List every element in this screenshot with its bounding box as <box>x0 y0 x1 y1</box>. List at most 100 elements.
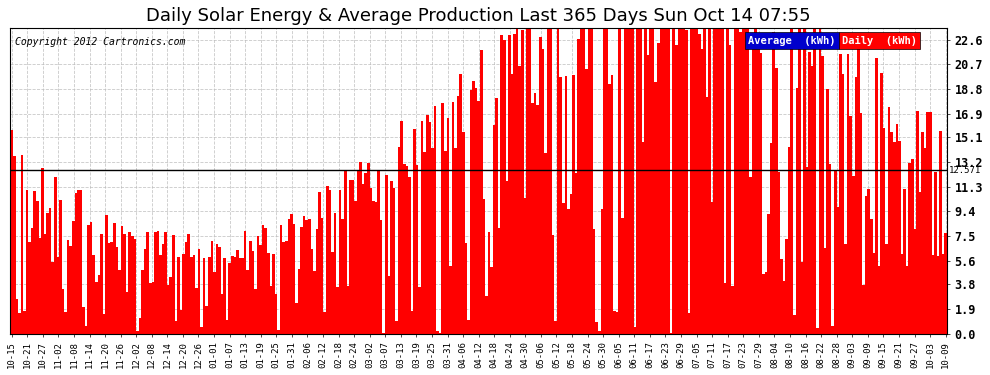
Bar <box>126 292 129 333</box>
Bar <box>503 40 506 333</box>
Bar <box>924 148 927 333</box>
Bar <box>185 242 187 333</box>
Bar <box>480 50 482 333</box>
Bar <box>772 32 775 333</box>
Bar <box>69 246 72 333</box>
Bar <box>208 258 211 333</box>
Bar <box>513 34 516 333</box>
Bar <box>364 173 367 333</box>
Bar <box>929 112 932 333</box>
Bar <box>362 184 364 333</box>
Bar <box>780 259 783 333</box>
Bar <box>321 217 324 333</box>
Bar <box>598 331 601 333</box>
Bar <box>313 271 316 333</box>
Bar <box>264 228 267 333</box>
Bar <box>657 44 659 333</box>
Bar <box>703 28 706 333</box>
Bar <box>187 234 190 333</box>
Bar <box>637 28 639 333</box>
Bar <box>72 220 74 333</box>
Bar <box>90 222 92 333</box>
Bar <box>614 310 616 333</box>
Text: Copyright 2012 Cartronics.com: Copyright 2012 Cartronics.com <box>15 37 185 47</box>
Bar <box>549 28 551 333</box>
Bar <box>746 28 749 333</box>
Bar <box>56 257 59 333</box>
Bar <box>854 78 857 333</box>
Bar <box>567 209 569 333</box>
Bar <box>762 274 764 333</box>
Bar <box>359 162 362 333</box>
Bar <box>601 209 603 333</box>
Bar <box>588 28 590 333</box>
Bar <box>519 66 521 333</box>
Bar <box>875 58 878 333</box>
Bar <box>113 223 116 333</box>
Bar <box>737 28 740 333</box>
Bar <box>642 142 644 333</box>
Bar <box>590 28 593 333</box>
Bar <box>757 41 759 333</box>
Bar <box>911 159 914 333</box>
Bar <box>156 231 159 333</box>
Bar <box>169 277 172 333</box>
Bar <box>144 249 147 333</box>
Bar <box>180 310 182 333</box>
Bar <box>941 254 944 333</box>
Bar <box>534 93 537 333</box>
Bar <box>932 255 935 333</box>
Bar <box>34 190 36 333</box>
Bar <box>867 189 870 333</box>
Bar <box>759 53 762 333</box>
Bar <box>846 54 849 333</box>
Bar <box>42 168 44 333</box>
Bar <box>203 258 205 333</box>
Bar <box>224 258 226 333</box>
Bar <box>356 170 359 333</box>
Bar <box>249 241 251 333</box>
Bar <box>727 28 729 333</box>
Bar <box>606 28 608 333</box>
Bar <box>226 320 229 333</box>
Bar <box>680 28 683 333</box>
Bar <box>919 192 922 333</box>
Bar <box>244 231 247 333</box>
Bar <box>485 296 488 333</box>
Bar <box>261 225 264 333</box>
Bar <box>467 320 469 333</box>
Bar <box>103 314 105 333</box>
Bar <box>711 202 714 333</box>
Bar <box>701 50 703 333</box>
Bar <box>216 244 218 333</box>
Bar <box>429 122 432 333</box>
Bar <box>734 28 737 333</box>
Bar <box>624 28 627 333</box>
Bar <box>154 232 156 333</box>
Bar <box>893 142 896 333</box>
Bar <box>611 75 614 333</box>
Bar <box>395 321 398 333</box>
Text: Average  (kWh): Average (kWh) <box>748 36 836 45</box>
Bar <box>511 74 513 333</box>
Bar <box>649 28 651 333</box>
Bar <box>421 121 424 333</box>
Bar <box>490 267 493 333</box>
Bar <box>742 28 744 333</box>
Bar <box>134 239 136 333</box>
Bar <box>272 254 274 333</box>
Bar <box>334 213 337 333</box>
Bar <box>482 199 485 333</box>
Bar <box>783 280 785 333</box>
Bar <box>898 141 901 333</box>
Bar <box>111 242 113 333</box>
Bar <box>287 219 290 333</box>
Bar <box>575 173 577 333</box>
Bar <box>77 189 79 333</box>
Bar <box>142 270 144 333</box>
Bar <box>809 52 811 333</box>
Bar <box>744 28 746 333</box>
Bar <box>472 81 475 333</box>
Bar <box>883 128 885 333</box>
Bar <box>754 28 757 333</box>
